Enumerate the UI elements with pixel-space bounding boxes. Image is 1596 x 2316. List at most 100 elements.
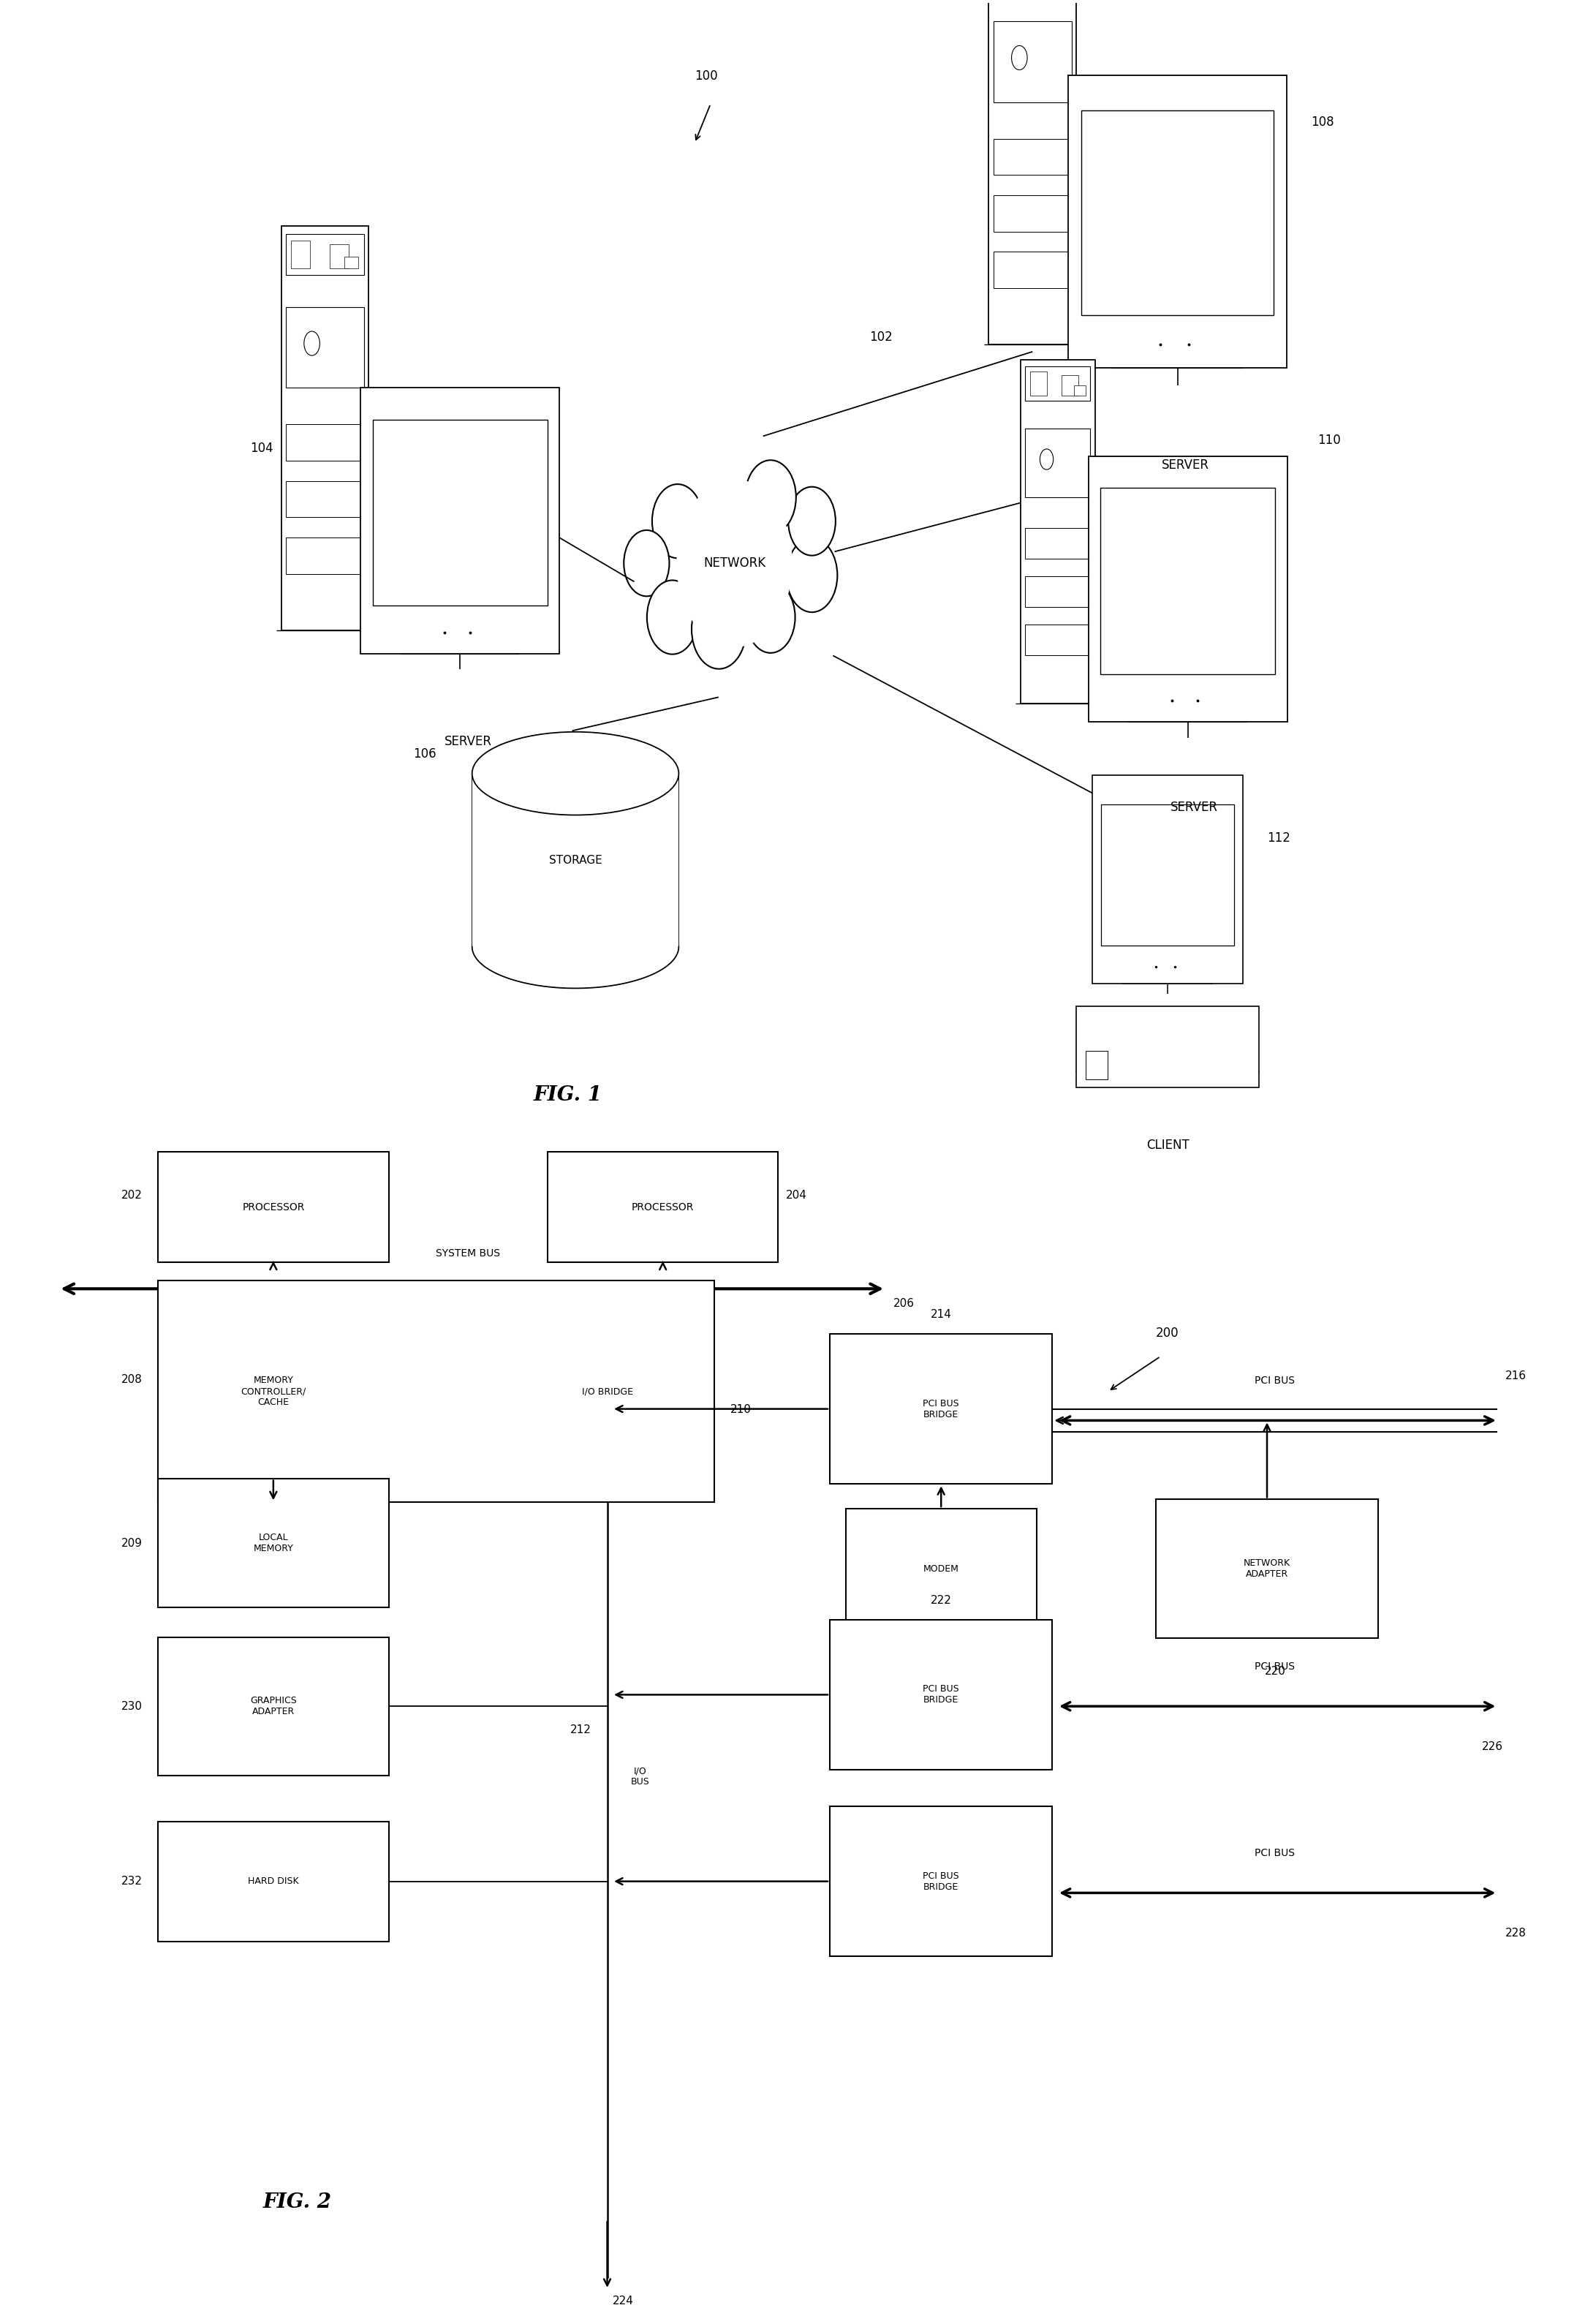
Circle shape: [624, 530, 669, 595]
Ellipse shape: [1012, 46, 1028, 69]
Ellipse shape: [303, 331, 319, 357]
Text: 110: 110: [1318, 433, 1341, 447]
Bar: [1020, 359, 1095, 704]
Bar: [1101, 489, 1275, 674]
Bar: [1076, 1007, 1259, 1086]
Text: 106: 106: [413, 748, 436, 760]
Bar: [290, 241, 310, 269]
Circle shape: [745, 581, 795, 653]
Bar: [1088, 456, 1288, 723]
Bar: [830, 1619, 1052, 1769]
Circle shape: [788, 486, 836, 556]
Bar: [994, 21, 1071, 102]
Ellipse shape: [1041, 449, 1053, 470]
Text: 212: 212: [570, 1723, 591, 1735]
Circle shape: [646, 581, 697, 653]
Text: PCI BUS
BRIDGE: PCI BUS BRIDGE: [922, 1684, 959, 1705]
Bar: [1029, 371, 1047, 396]
Bar: [345, 257, 358, 269]
Circle shape: [653, 484, 702, 558]
Text: 112: 112: [1267, 831, 1290, 845]
Text: PCI BUS
BRIDGE: PCI BUS BRIDGE: [922, 1871, 959, 1892]
Text: SERVER: SERVER: [1162, 459, 1210, 472]
Bar: [158, 1820, 388, 1941]
Bar: [990, 0, 1076, 345]
Ellipse shape: [472, 732, 678, 815]
Circle shape: [677, 479, 792, 646]
Text: 202: 202: [121, 1190, 142, 1202]
Text: 214: 214: [930, 1309, 951, 1320]
Text: 108: 108: [1310, 116, 1334, 130]
Bar: [830, 1806, 1052, 1957]
Bar: [281, 227, 369, 630]
Text: I/O
BUS: I/O BUS: [630, 1767, 650, 1786]
Bar: [286, 308, 364, 387]
Text: PCI BUS: PCI BUS: [1254, 1661, 1294, 1672]
Text: FIG. 2: FIG. 2: [263, 2193, 332, 2212]
Bar: [547, 1151, 779, 1262]
Bar: [158, 1151, 388, 1262]
Text: 222: 222: [930, 1596, 951, 1605]
Bar: [373, 419, 547, 607]
Bar: [158, 1281, 715, 1503]
Bar: [846, 1508, 1036, 1628]
Bar: [1025, 528, 1090, 558]
Bar: [1092, 776, 1243, 984]
Text: 230: 230: [121, 1700, 142, 1712]
Text: 226: 226: [1481, 1742, 1503, 1751]
Bar: [1068, 76, 1286, 368]
Text: 210: 210: [731, 1403, 752, 1415]
Circle shape: [787, 537, 838, 611]
Bar: [1025, 428, 1090, 498]
Text: PCI BUS: PCI BUS: [1254, 1376, 1294, 1385]
Bar: [994, 139, 1071, 176]
Text: 220: 220: [1264, 1665, 1285, 1677]
Bar: [830, 1334, 1052, 1485]
Bar: [994, 195, 1071, 232]
Text: NETWORK
ADAPTER: NETWORK ADAPTER: [1243, 1559, 1291, 1580]
Text: PROCESSOR: PROCESSOR: [243, 1202, 305, 1211]
Bar: [1101, 804, 1234, 945]
Bar: [1085, 1051, 1108, 1079]
Text: PROCESSOR: PROCESSOR: [632, 1202, 694, 1211]
Text: SYSTEM BUS: SYSTEM BUS: [436, 1248, 500, 1258]
Text: 200: 200: [1156, 1327, 1179, 1339]
Text: 102: 102: [870, 331, 892, 343]
Text: 204: 204: [787, 1190, 808, 1202]
Text: STORAGE: STORAGE: [549, 855, 602, 866]
Bar: [1082, 111, 1274, 315]
Text: NETWORK: NETWORK: [704, 556, 766, 570]
Bar: [286, 424, 364, 461]
Circle shape: [745, 461, 796, 535]
Text: 224: 224: [613, 2295, 634, 2307]
Bar: [1025, 577, 1090, 607]
Circle shape: [691, 591, 747, 669]
Circle shape: [702, 482, 766, 574]
Text: MEMORY
CONTROLLER/
CACHE: MEMORY CONTROLLER/ CACHE: [241, 1376, 306, 1408]
Text: 232: 232: [121, 1876, 142, 1888]
Text: CLIENT: CLIENT: [1146, 1139, 1189, 1151]
Bar: [158, 1637, 388, 1776]
Text: FIG. 1: FIG. 1: [533, 1086, 602, 1105]
Text: HARD DISK: HARD DISK: [247, 1876, 298, 1885]
Bar: [472, 774, 678, 947]
Text: 216: 216: [1505, 1371, 1527, 1380]
Text: PCI BUS: PCI BUS: [1254, 1848, 1294, 1857]
Bar: [1025, 625, 1090, 655]
Text: 100: 100: [694, 69, 718, 83]
Text: 104: 104: [251, 442, 273, 456]
Text: SERVER: SERVER: [444, 734, 492, 748]
Bar: [329, 245, 350, 269]
Text: 208: 208: [121, 1373, 142, 1385]
Bar: [994, 252, 1071, 287]
Bar: [1156, 1498, 1379, 1637]
Text: I/O BRIDGE: I/O BRIDGE: [581, 1387, 632, 1397]
Text: 228: 228: [1505, 1927, 1527, 1938]
Bar: [286, 482, 364, 516]
Text: 206: 206: [894, 1297, 915, 1309]
Text: SERVER: SERVER: [1170, 801, 1218, 813]
Bar: [286, 234, 364, 276]
Bar: [286, 537, 364, 574]
Bar: [1025, 366, 1090, 401]
Text: GRAPHICS
ADAPTER: GRAPHICS ADAPTER: [251, 1695, 297, 1716]
